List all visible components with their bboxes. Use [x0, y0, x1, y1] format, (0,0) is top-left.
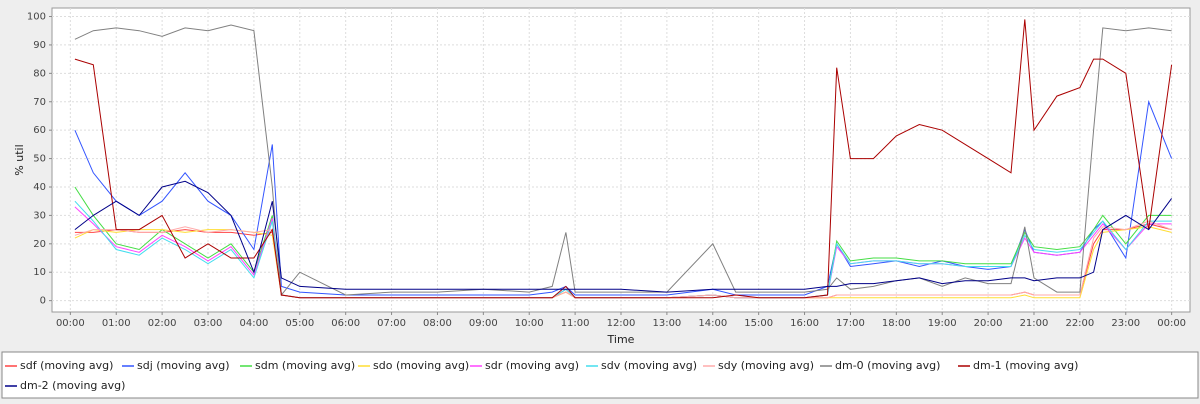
x-tick-label: 11:00: [561, 318, 590, 329]
x-tick-label: 10:00: [515, 318, 544, 329]
x-tick-label: 19:00: [928, 318, 957, 329]
legend-label: dm-1 (moving avg): [973, 359, 1078, 372]
legend-label: sdv (moving avg): [601, 359, 697, 372]
legend-label: sdj (moving avg): [137, 359, 230, 372]
legend-label: sdy (moving avg): [718, 359, 814, 372]
series-line: [74, 220, 1172, 299]
y-tick-label: 70: [33, 97, 46, 108]
x-tick-label: 13:00: [652, 318, 681, 329]
series-line: [74, 24, 1172, 297]
x-tick-label: 05:00: [285, 318, 314, 329]
legend: [1, 351, 1199, 399]
legend-label: sdm (moving avg): [255, 359, 355, 372]
x-tick-label: 03:00: [194, 318, 223, 329]
x-tick-label: 14:00: [698, 318, 727, 329]
x-tick-label: 04:00: [239, 318, 268, 329]
y-tick-label: 20: [33, 239, 46, 250]
y-tick-label: 10: [33, 267, 46, 278]
y-tick-label: 50: [33, 154, 46, 165]
legend-label: dm-2 (moving avg): [20, 379, 125, 392]
y-tick-label: 0: [40, 296, 46, 307]
x-axis-label: Time: [607, 333, 635, 346]
y-tick-label: 80: [33, 68, 46, 79]
legend-label: sdf (moving avg): [20, 359, 113, 372]
y-tick-label: 30: [33, 210, 46, 221]
y-axis-label: % util: [13, 144, 26, 175]
x-tick-label: 01:00: [102, 318, 131, 329]
legend-label: sdr (moving avg): [485, 359, 579, 372]
y-tick-label: 60: [33, 125, 46, 136]
x-tick-label: 09:00: [469, 318, 498, 329]
y-tick-label: 90: [33, 40, 46, 51]
x-tick-label: 02:00: [148, 318, 177, 329]
x-tick-label: 06:00: [331, 318, 360, 329]
x-tick-label: 22:00: [1065, 318, 1094, 329]
x-tick-label: 20:00: [974, 318, 1003, 329]
x-tick-label: 21:00: [1020, 318, 1049, 329]
x-tick-label: 23:00: [1111, 318, 1140, 329]
legend-label: dm-0 (moving avg): [835, 359, 940, 372]
x-tick-label: 00:00: [56, 318, 85, 329]
y-tick-label: 100: [27, 12, 46, 23]
y-tick-label: 40: [33, 182, 46, 193]
x-tick-label: 07:00: [377, 318, 406, 329]
x-tick-label: 12:00: [607, 318, 636, 329]
x-tick-label: 18:00: [882, 318, 911, 329]
series-line: [74, 180, 1173, 293]
x-tick-label: 15:00: [744, 318, 773, 329]
legend-items: sdf (moving avg) sdj (moving avg) sdm (mov…: [5, 359, 1078, 392]
legend-label: sdo (moving avg): [373, 359, 469, 372]
x-tick-label: 17:00: [836, 318, 865, 329]
x-tick-label: 08:00: [423, 318, 452, 329]
x-tick-label: 00:00: [1157, 318, 1186, 329]
x-tick-label: 16:00: [790, 318, 819, 329]
series-line: [74, 19, 1173, 299]
